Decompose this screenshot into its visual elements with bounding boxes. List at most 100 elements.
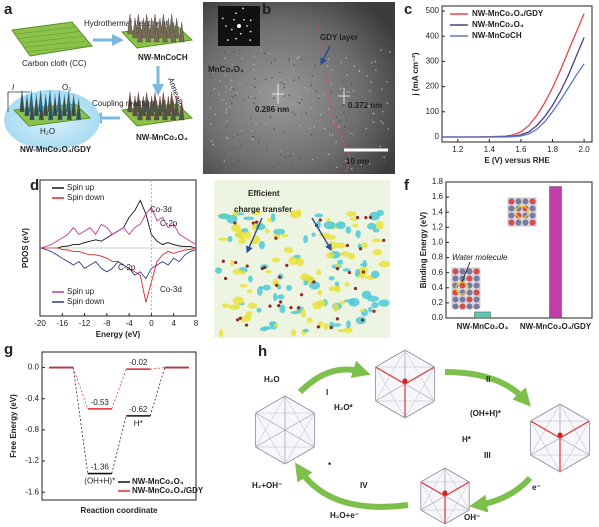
x-tick-label: 8 xyxy=(194,319,199,328)
density-lobe xyxy=(238,235,247,240)
atom xyxy=(522,198,529,205)
atom xyxy=(361,270,366,274)
species-label: I xyxy=(326,388,328,397)
nanowire xyxy=(153,21,160,43)
connector xyxy=(111,415,127,474)
density-lobe xyxy=(258,240,265,250)
y-tick-label: 1.2 xyxy=(432,222,444,231)
nanowire xyxy=(47,97,54,121)
nanowire xyxy=(162,21,168,43)
density-lobe xyxy=(238,239,247,244)
density-lobe xyxy=(262,284,271,291)
lattice-dot xyxy=(293,102,296,104)
density-lobe xyxy=(232,296,244,305)
lattice-dot xyxy=(226,136,229,139)
atom xyxy=(285,263,289,267)
cluster-edge xyxy=(444,481,470,497)
pointer xyxy=(320,45,331,66)
atom xyxy=(459,289,466,296)
spacing-mark xyxy=(272,84,284,104)
atom xyxy=(459,282,466,289)
cluster-edge xyxy=(404,366,435,419)
atom xyxy=(473,289,480,296)
atom xyxy=(316,325,320,329)
legend-label: Spin down xyxy=(67,193,104,202)
lattice-dot xyxy=(349,132,352,134)
nanowire xyxy=(148,95,155,117)
lattice-dot xyxy=(292,67,295,70)
density-lobe xyxy=(303,235,309,244)
atom xyxy=(508,205,515,212)
data-label: -0.62 xyxy=(129,405,148,414)
density-lobe xyxy=(378,299,390,307)
lattice-dot xyxy=(253,55,255,57)
lattice-dot xyxy=(351,134,353,137)
nanowire xyxy=(170,21,177,43)
lattice-dot xyxy=(350,168,353,170)
lattice-dot xyxy=(271,166,274,169)
density-lobe xyxy=(256,307,262,313)
density-lobe xyxy=(219,329,224,338)
lattice-dot xyxy=(297,76,300,79)
x-axis-label: E (V) versus RHE xyxy=(484,156,550,165)
atom xyxy=(529,219,536,226)
y-axis-label: j (mA cm⁻²) xyxy=(411,52,420,96)
cycle-arrow xyxy=(297,360,371,395)
atom xyxy=(372,309,376,313)
lattice-dot xyxy=(310,133,313,136)
lattice-dot xyxy=(212,71,215,73)
density-lobe xyxy=(279,304,286,314)
density-lobe xyxy=(256,286,263,296)
lattice-dot xyxy=(331,134,334,136)
fft-spot xyxy=(242,7,244,10)
lattice-dot xyxy=(381,110,384,113)
caption: O₂ xyxy=(62,83,71,92)
lattice-dot xyxy=(380,85,382,88)
lattice-dot xyxy=(226,119,228,122)
fft-spot xyxy=(249,39,252,41)
x-tick-label: -16 xyxy=(57,319,69,328)
annotation: Water molecule xyxy=(452,253,508,262)
atom xyxy=(473,282,480,289)
atom xyxy=(382,238,386,242)
lattice-dot xyxy=(254,97,256,100)
series-line xyxy=(442,37,585,138)
fft-spot xyxy=(225,25,227,27)
atom xyxy=(274,283,279,287)
y-tick-label: 1.4 xyxy=(432,207,444,216)
atom xyxy=(335,317,339,321)
x-tick-label: 2.0 xyxy=(579,145,591,154)
density-lobe xyxy=(280,233,289,238)
lattice-dot xyxy=(258,91,261,94)
lattice-dot xyxy=(346,144,349,147)
lattice-dot xyxy=(300,98,303,101)
lattice-dot xyxy=(317,97,320,100)
atom xyxy=(233,221,237,225)
lattice-dot xyxy=(265,148,268,151)
lattice-dot xyxy=(249,96,251,98)
cluster-edge xyxy=(559,420,590,473)
lattice-dot xyxy=(218,161,220,164)
atom xyxy=(466,289,473,296)
density-lobe xyxy=(277,294,285,300)
fft-spot xyxy=(235,37,238,40)
fft-spot xyxy=(249,30,252,33)
caption: NW-MnCo₂O₄/GDY xyxy=(20,145,92,154)
lattice-dot xyxy=(386,80,388,83)
density-lobe xyxy=(296,209,302,218)
lattice-dot xyxy=(387,128,390,130)
density-lobe xyxy=(221,303,230,308)
density-lobe xyxy=(283,246,294,253)
atom xyxy=(299,293,304,297)
x-tick-label: 1.8 xyxy=(547,145,559,154)
lattice-dot xyxy=(226,125,229,128)
density-lobe xyxy=(334,281,340,287)
lattice-dot xyxy=(264,78,267,80)
atom xyxy=(529,198,536,205)
lattice-dot xyxy=(328,153,330,156)
lattice-dot xyxy=(232,88,235,90)
plot-frame xyxy=(41,351,197,501)
density-lobe xyxy=(355,230,361,238)
lattice-dot xyxy=(298,102,301,104)
lattice-dot xyxy=(345,57,348,59)
